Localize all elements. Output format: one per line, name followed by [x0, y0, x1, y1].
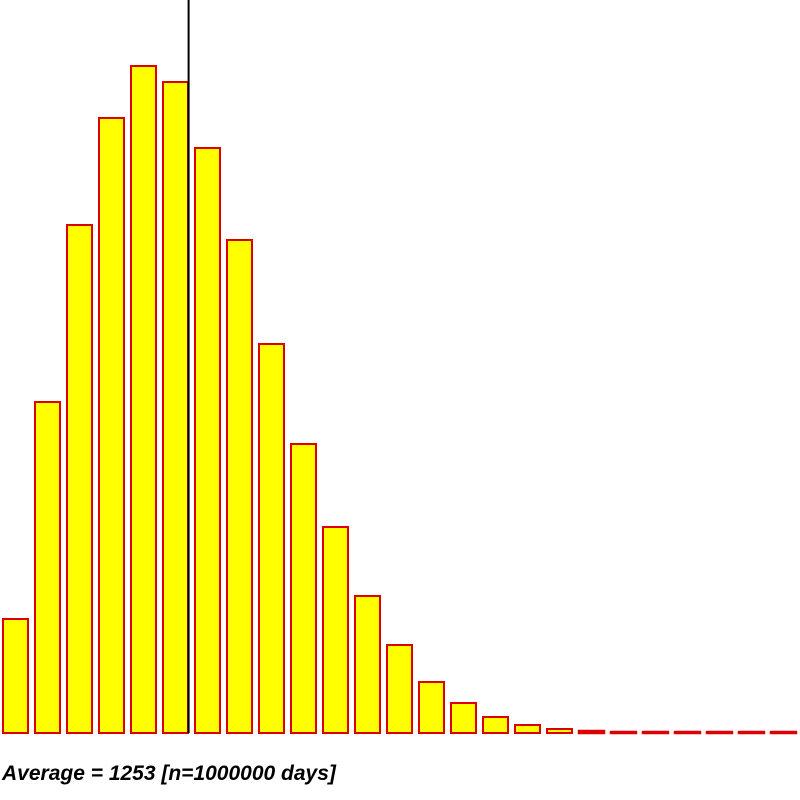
histogram-bar [66, 224, 93, 734]
histogram-bar [34, 401, 61, 734]
histogram-bar [162, 81, 189, 734]
histogram-bar [450, 702, 477, 734]
histogram-bar [482, 716, 509, 734]
histogram-bar [354, 595, 381, 734]
histogram-bar [737, 730, 766, 735]
histogram-bar [769, 730, 798, 735]
histogram-bar [98, 117, 125, 734]
histogram-bar [322, 526, 349, 734]
histogram-bar [705, 730, 734, 735]
histogram-bar [226, 239, 253, 734]
histogram-bar [514, 724, 541, 734]
histogram-bar [290, 443, 317, 734]
histogram-bars [2, 65, 798, 735]
histogram-bar [386, 644, 413, 734]
histogram-bar [546, 728, 573, 734]
histogram-bar [577, 729, 606, 735]
histogram-bar [258, 343, 285, 734]
histogram-bar [418, 681, 445, 734]
histogram-bar [2, 618, 29, 734]
histogram-bar [641, 730, 670, 735]
histogram-bar [673, 730, 702, 735]
histogram-bar [130, 65, 157, 734]
chart-caption: Average = 1253 [n=1000000 days] [2, 762, 336, 785]
histogram-bar [609, 730, 638, 735]
histogram-bar [194, 147, 221, 734]
